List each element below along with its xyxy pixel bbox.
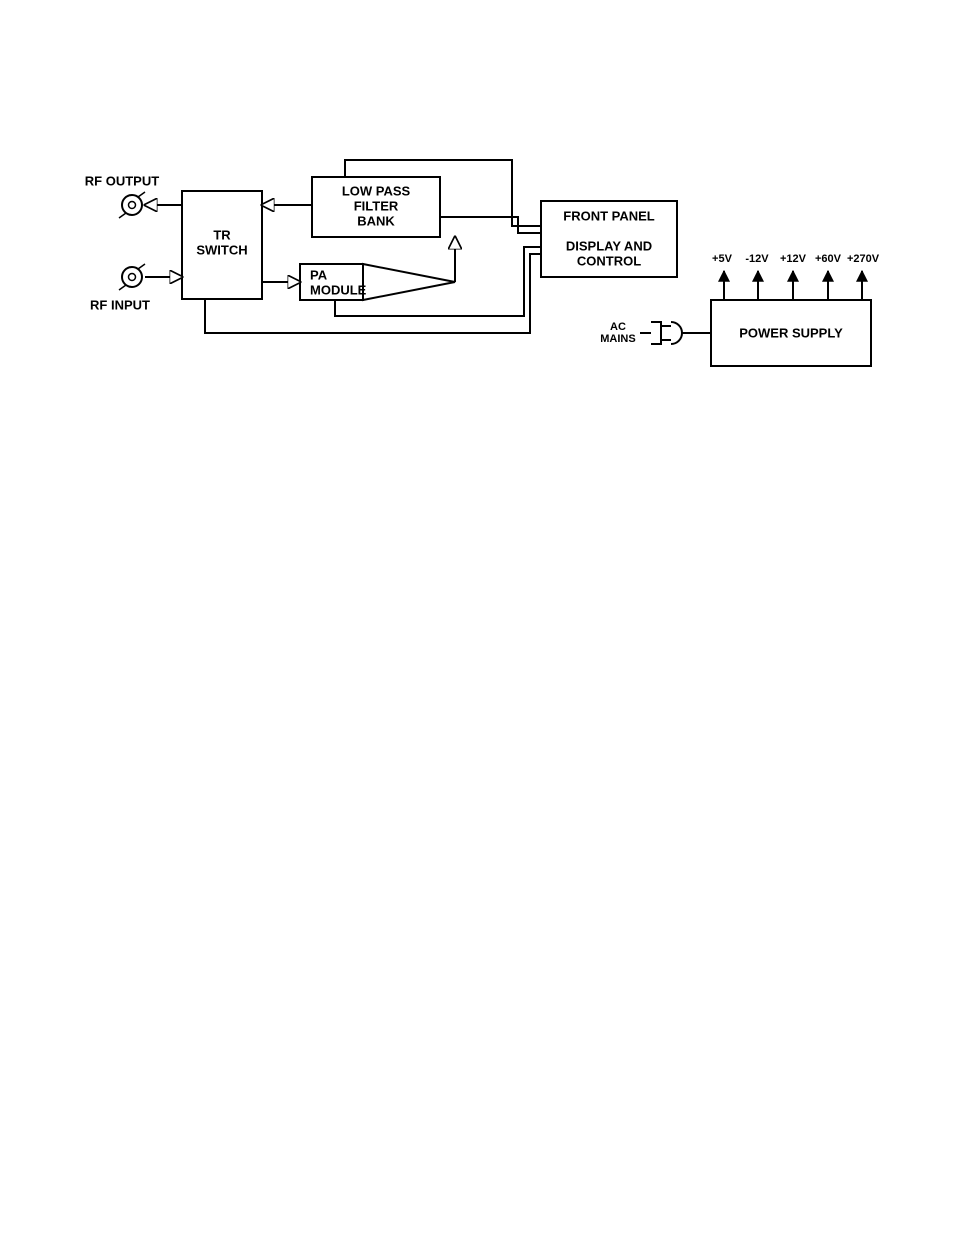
pa-label1: PA (310, 267, 328, 282)
lpf-label2: FILTER (354, 198, 399, 213)
front-panel-label1: FRONT PANEL (563, 208, 655, 223)
tr-switch-label2: SWITCH (196, 242, 247, 257)
lpf-label1: LOW PASS (342, 183, 411, 198)
v-label-4: +60V (815, 253, 842, 265)
v-label-3: +12V (780, 253, 807, 265)
front-panel-label2: DISPLAY AND (566, 238, 652, 253)
tr-switch-label: TR (213, 227, 231, 242)
power-supply-label: POWER SUPPLY (739, 325, 843, 340)
rf-output-label: RF OUTPUT (85, 173, 159, 188)
ac-plug-icon (651, 322, 682, 344)
lpf-label3: BANK (357, 213, 395, 228)
v-label-5: +270V (847, 253, 880, 265)
v-label-2: -12V (745, 253, 769, 265)
pa-triangle (363, 264, 455, 300)
rf-output-connector-icon (119, 192, 145, 218)
rf-input-connector-icon (119, 264, 145, 290)
ac-mains-label1: AC (610, 321, 626, 333)
v-label-1: +5V (712, 253, 733, 265)
front-panel-label3: CONTROL (577, 253, 641, 268)
ac-mains-label2: MAINS (600, 333, 635, 345)
rf-input-label: RF INPUT (90, 297, 150, 312)
pa-label2: MODULE (310, 282, 367, 297)
